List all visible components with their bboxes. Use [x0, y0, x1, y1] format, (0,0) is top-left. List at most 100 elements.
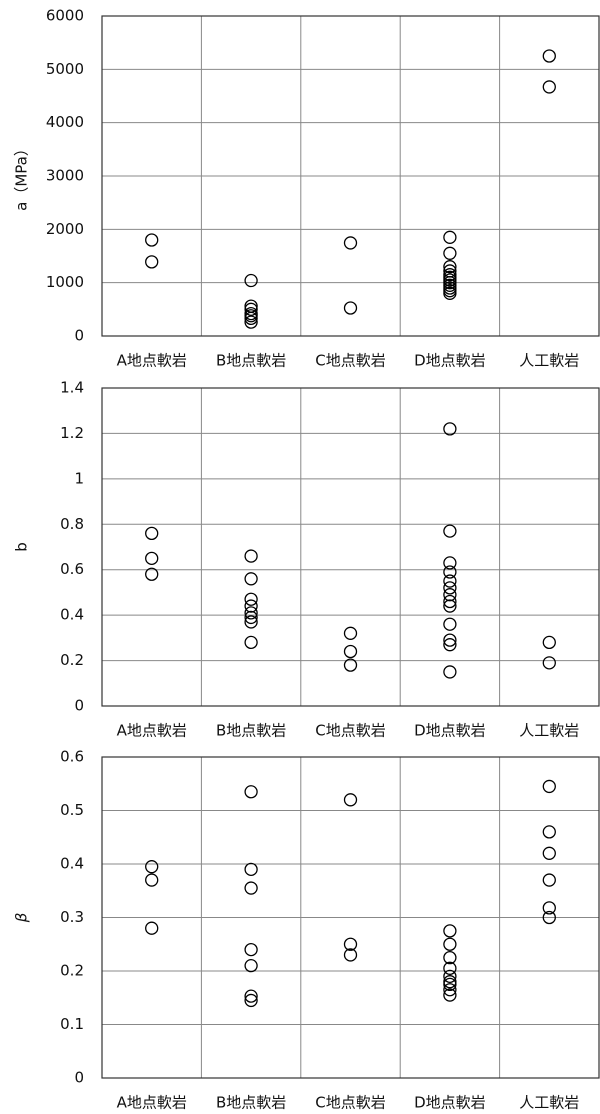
data-point [542, 910, 556, 925]
y-tick-label: 0.1 [60, 1015, 84, 1033]
data-point [542, 656, 556, 670]
y-tick-label: 0.6 [60, 560, 84, 578]
x-tick-label: A地点軟岩 [117, 1094, 187, 1112]
y-tick-label: 1.2 [60, 424, 84, 442]
y-tick-label: 6000 [46, 7, 84, 25]
y-tick-label: 2000 [46, 220, 84, 238]
x-tick-label: B地点軟岩 [216, 352, 286, 370]
data-point [443, 574, 457, 588]
data-point [443, 617, 457, 631]
data-point [443, 983, 457, 997]
y-axis-title: β [13, 912, 31, 923]
x-tick-label: 人工軟岩 [519, 722, 579, 740]
x-tick-label: 人工軟岩 [519, 352, 579, 370]
y-tick-label: 0.2 [60, 651, 84, 669]
x-tick-label: C地点軟岩 [315, 1094, 385, 1112]
y-axis-title: b [13, 542, 31, 552]
data-point [244, 610, 258, 625]
data-point [443, 556, 457, 570]
data-point [244, 592, 258, 606]
y-tick-label: 4000 [46, 113, 84, 131]
data-point [145, 873, 159, 887]
y-tick-label: 1.4 [60, 379, 84, 397]
plot-frame [101, 15, 600, 337]
data-point [443, 924, 457, 938]
data-point [244, 993, 258, 1008]
data-point [542, 49, 556, 63]
data-point [443, 230, 457, 244]
data-point [244, 549, 258, 563]
data-point [443, 633, 457, 647]
data-point [145, 567, 159, 581]
data-point [443, 524, 457, 538]
data-point [145, 526, 159, 541]
data-point [343, 236, 358, 250]
data-point [145, 233, 159, 247]
data-point [443, 286, 457, 300]
y-tick-label: 1000 [46, 273, 84, 291]
data-point [542, 80, 556, 94]
data-point [343, 793, 358, 807]
x-tick-label: A地点軟岩 [117, 352, 187, 370]
data-point [343, 948, 358, 962]
data-point [145, 255, 159, 269]
data-point [443, 638, 457, 652]
y-tick-label: 3000 [46, 167, 84, 185]
data-point [542, 901, 556, 915]
plot-frame [101, 387, 600, 707]
y-tick-label: 0 [74, 1069, 84, 1087]
data-point [443, 594, 457, 609]
y-tick-label: 5000 [46, 60, 84, 78]
y-tick-label: 0 [74, 327, 84, 345]
data-point [244, 635, 258, 650]
data-point [443, 581, 457, 595]
data-point [244, 615, 258, 629]
data-point [542, 779, 556, 794]
data-point [443, 565, 457, 579]
data-point [244, 942, 258, 957]
data-point [244, 599, 258, 613]
data-point [244, 881, 258, 895]
data-point [443, 977, 457, 992]
data-point [244, 959, 258, 973]
data-point [145, 921, 159, 935]
data-point [343, 626, 358, 640]
x-tick-label: C地点軟岩 [315, 352, 385, 370]
y-tick-label: 1 [74, 469, 84, 487]
y-tick-label: 0.6 [60, 748, 84, 766]
data-point [443, 260, 457, 274]
data-point [244, 572, 258, 586]
data-point [542, 635, 556, 650]
data-point [542, 846, 556, 860]
data-point [443, 665, 457, 679]
data-point [443, 422, 457, 436]
data-point [244, 302, 258, 316]
data-point [244, 315, 258, 329]
x-tick-label: 人工軟岩 [519, 1094, 579, 1112]
data-point [343, 301, 358, 315]
data-point [244, 311, 258, 326]
y-axis-title: a（MPa） [13, 141, 31, 211]
data-point [443, 246, 457, 260]
data-point [244, 785, 258, 799]
data-point [443, 937, 457, 951]
x-tick-label: A地点軟岩 [117, 722, 187, 740]
data-point [145, 551, 159, 566]
data-point [343, 937, 358, 951]
data-point [343, 658, 358, 672]
x-tick-label: D地点軟岩 [414, 722, 486, 740]
data-point [244, 989, 258, 1003]
x-tick-label: D地点軟岩 [414, 352, 486, 370]
data-point [443, 969, 457, 983]
y-tick-label: 0.3 [60, 908, 84, 926]
data-point [343, 644, 358, 659]
x-tick-label: B地点軟岩 [216, 1094, 286, 1112]
y-tick-label: 0.4 [60, 855, 84, 873]
data-point [244, 273, 258, 288]
data-point [542, 873, 556, 887]
y-tick-label: 0.4 [60, 606, 84, 624]
x-tick-label: B地点軟岩 [216, 722, 286, 740]
y-tick-label: 0.8 [60, 515, 84, 533]
data-point [244, 606, 258, 620]
